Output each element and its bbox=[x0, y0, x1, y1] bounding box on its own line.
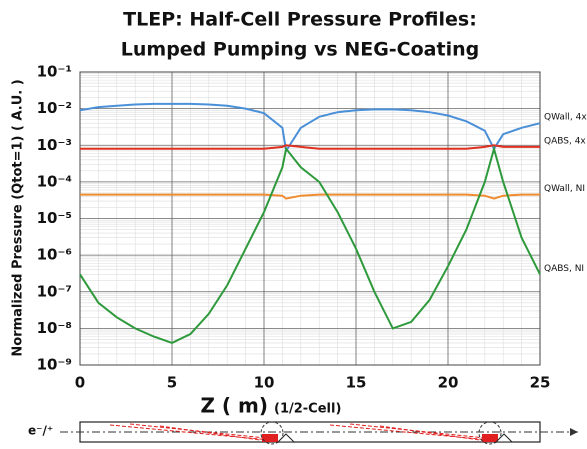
y-tick-label: 10⁻⁸ bbox=[37, 319, 72, 337]
series-line bbox=[79, 145, 541, 344]
x-axis-label: Z ( m) bbox=[200, 394, 268, 418]
plot-frame bbox=[79, 71, 541, 366]
legend-label: QWall, 4x bbox=[544, 113, 587, 123]
absorber bbox=[482, 434, 498, 442]
schematic: e⁻/⁺ bbox=[28, 421, 578, 445]
schematic-label: e⁻/⁺ bbox=[28, 424, 53, 438]
x-tick-label: 0 bbox=[75, 374, 85, 392]
y-tick-label: 10⁻⁴ bbox=[37, 172, 72, 190]
pump-marker bbox=[260, 421, 284, 445]
x-tick-label: 20 bbox=[438, 374, 459, 392]
y-tick-label: 10⁻¹ bbox=[37, 63, 72, 81]
pump bbox=[276, 433, 296, 443]
series-line bbox=[79, 102, 541, 154]
series-line bbox=[80, 193, 540, 200]
legend-label: QABS, 4x bbox=[544, 136, 586, 146]
x-axis-note: (1/2-Cell) bbox=[274, 402, 341, 417]
y-axis-label: Normalized Pressure (Qtot=1) ( A.U. ) bbox=[11, 79, 26, 356]
pump bbox=[494, 433, 514, 443]
y-tick-label: 10⁻⁶ bbox=[37, 246, 72, 264]
chart-title: Lumped Pumping vs NEG-Coating bbox=[121, 39, 479, 61]
x-tick-label: 5 bbox=[167, 374, 177, 392]
x-tick-label: 15 bbox=[346, 374, 367, 392]
x-tick-label: 25 bbox=[530, 374, 551, 392]
y-tick-label: 10⁻⁹ bbox=[37, 356, 72, 374]
arrow-head bbox=[570, 428, 578, 436]
absorber bbox=[262, 434, 278, 442]
y-tick-label: 10⁻⁷ bbox=[37, 282, 72, 300]
series-line bbox=[80, 144, 540, 150]
y-tick-label: 10⁻⁵ bbox=[37, 209, 72, 227]
legend-label: QWall, NI bbox=[544, 184, 585, 194]
y-tick-label: 10⁻² bbox=[37, 99, 72, 117]
y-tick-label: 10⁻³ bbox=[37, 136, 72, 154]
chart-title: TLEP: Half-Cell Pressure Profiles: bbox=[123, 9, 477, 31]
x-tick-label: 10 bbox=[254, 374, 275, 392]
pump-marker bbox=[478, 421, 502, 445]
legend-label: QABS, NI bbox=[544, 264, 584, 274]
photon-fan bbox=[109, 423, 491, 441]
